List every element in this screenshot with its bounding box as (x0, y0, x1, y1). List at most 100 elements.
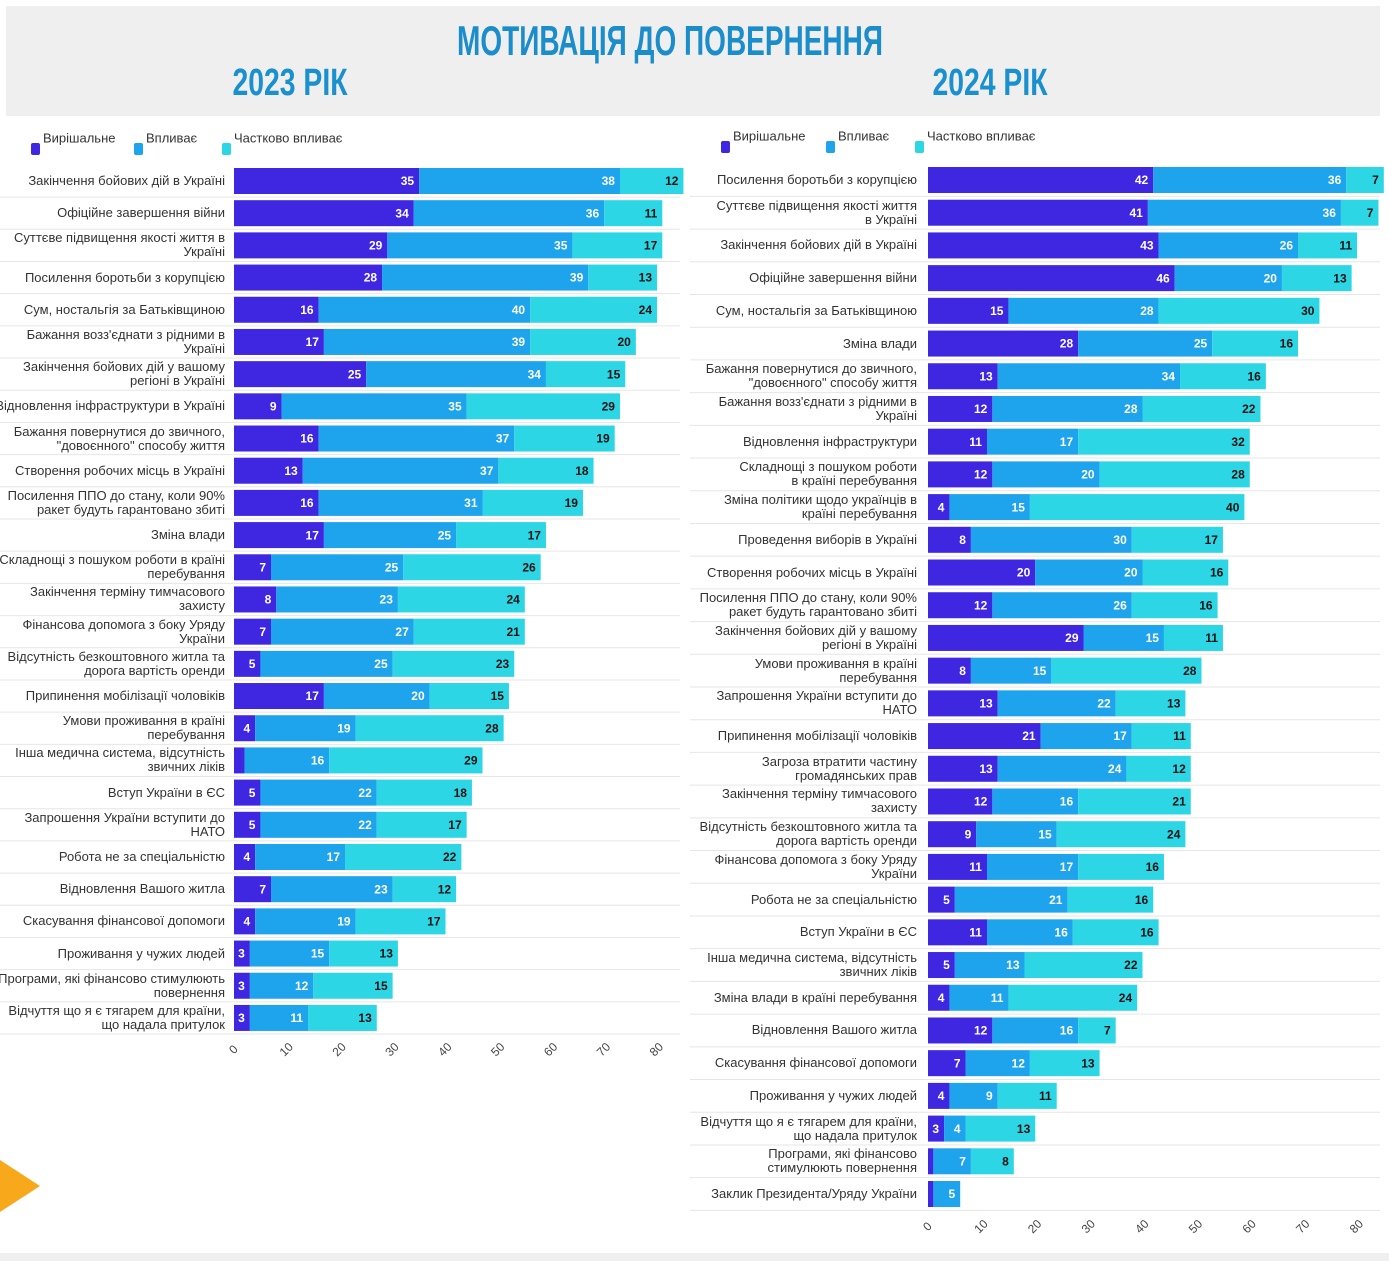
value-label: 4 (938, 500, 945, 514)
value-label: 16 (300, 496, 314, 510)
value-label: 13 (1006, 958, 1020, 972)
value-label: 28 (1231, 468, 1245, 482)
value-label: 16 (300, 432, 314, 446)
value-label: 20 (1124, 566, 1138, 580)
x-tick-label: 10 (971, 1217, 991, 1237)
bar-segment (234, 296, 319, 323)
value-label: 17 (1060, 860, 1074, 874)
value-label: 11 (969, 860, 982, 874)
category-label: Посилення ППО до стану, коли 90% ракет б… (699, 590, 917, 620)
bar-segment (928, 755, 998, 782)
value-label: 16 (1280, 337, 1294, 351)
value-label: 21 (1049, 893, 1063, 907)
category-label: Закінчення терміну тимчасового захисту (30, 584, 225, 614)
value-label: 40 (512, 303, 526, 317)
value-label: 29 (369, 239, 383, 253)
value-label: 8 (959, 664, 966, 678)
bar-segment (234, 779, 261, 806)
value-label: 16 (1247, 369, 1261, 383)
value-label: 7 (259, 882, 266, 896)
bar-segment (928, 526, 971, 553)
bar-segment (234, 457, 303, 484)
bar-segment (1281, 265, 1352, 292)
value-label: 11 (1205, 631, 1218, 645)
bar-segment (255, 843, 346, 870)
bar-segment (928, 461, 993, 488)
bar-segment (1078, 853, 1164, 880)
bar-segment (949, 984, 1009, 1011)
category-label: Посилення ППО до стану, коли 90% ракет б… (7, 487, 225, 517)
bar-segment (1147, 199, 1341, 226)
bar-segment (249, 972, 314, 999)
value-label: 13 (979, 762, 993, 776)
chart-subtitle: 2024 РІК (933, 62, 1049, 104)
value-label: 34 (528, 367, 542, 381)
bar-segment (313, 972, 393, 999)
bar-segment (260, 779, 377, 806)
value-label: 4 (243, 721, 250, 735)
bar-segment (997, 1082, 1057, 1109)
value-label: 40 (1226, 500, 1240, 514)
bar-segment (234, 876, 272, 903)
category-label: Вступ України в ЄС (799, 924, 917, 940)
value-label: 22 (1124, 958, 1138, 972)
value-label: 19 (565, 496, 579, 510)
value-label: 8 (265, 593, 272, 607)
bar-segment (234, 683, 324, 710)
category-label: Програми, які фінансово стимулюють повер… (0, 970, 225, 1000)
bar-segment (1142, 395, 1261, 422)
bar-segment (1142, 559, 1229, 586)
legend-marker (826, 141, 835, 153)
value-label: 24 (1108, 762, 1122, 776)
category-label: Офіційне завершення війни (749, 270, 917, 286)
x-tick-label: 20 (1025, 1217, 1045, 1237)
x-tick-label: 50 (1186, 1217, 1206, 1237)
decor-triangle (0, 1160, 40, 1212)
value-label: 7 (1104, 1024, 1111, 1038)
bar-segment (545, 361, 626, 388)
value-label: 13 (284, 464, 298, 478)
x-tick-label: 70 (1293, 1217, 1313, 1237)
bar-segment (928, 984, 950, 1011)
legend-marker (31, 143, 40, 155)
bar-segment (345, 843, 462, 870)
bar-segment (382, 264, 589, 291)
value-label: 13 (639, 271, 653, 285)
bar-segment (928, 853, 987, 880)
bar-segment (1051, 657, 1202, 684)
bar-segment (965, 1050, 1030, 1077)
value-label: 21 (506, 625, 520, 639)
bar-segment (234, 972, 250, 999)
bar-segment (928, 1050, 966, 1077)
value-label: 15 (1033, 664, 1047, 678)
value-label: 34 (1162, 369, 1176, 383)
category-label: Відчуття що я є тягарем для країни, що н… (8, 1002, 225, 1032)
bar-segment (1131, 526, 1223, 553)
legend-marker (134, 143, 143, 155)
category-label: Закінчення бойових дій в Україні (28, 173, 225, 188)
value-label: 17 (306, 335, 320, 349)
bar-segment (986, 853, 1079, 880)
value-label: 12 (665, 174, 679, 188)
value-label: 16 (1135, 893, 1149, 907)
bar-segment (604, 200, 663, 227)
x-tick-label: 70 (594, 1040, 614, 1060)
category-label: Зміна влади (151, 527, 225, 543)
value-label: 22 (358, 786, 372, 800)
value-label: 7 (259, 625, 266, 639)
bar-segment (244, 747, 330, 774)
bar-segment (992, 461, 1100, 488)
value-label: 11 (969, 926, 982, 940)
category-label: Скасування фінансової допомоги (22, 913, 225, 929)
value-label: 5 (249, 657, 256, 671)
value-label: 3 (238, 1011, 245, 1025)
bar-segment (234, 650, 261, 677)
bar-segment (234, 940, 250, 967)
x-tick-label: 60 (1239, 1217, 1259, 1237)
bar-segment (928, 428, 987, 455)
value-label: 15 (374, 979, 388, 993)
bar-segment (419, 168, 620, 194)
bar-segment (329, 940, 398, 967)
bar-segment (1078, 428, 1250, 455)
